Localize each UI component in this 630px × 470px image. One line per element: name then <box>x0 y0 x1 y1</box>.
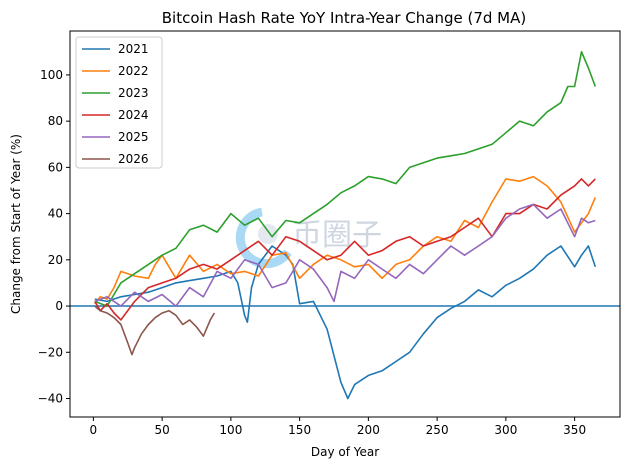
y-tick-label: 40 <box>48 207 63 221</box>
legend-label-2026: 2026 <box>118 152 149 166</box>
x-tick-label: 100 <box>219 423 242 437</box>
series-line-2026 <box>94 305 216 356</box>
x-tick-label: 250 <box>426 423 449 437</box>
series-line-2024 <box>94 178 596 321</box>
legend: 2021 2022 2023 2024 2025 2026 <box>75 36 163 169</box>
legend-box <box>75 36 163 169</box>
x-tick-label: 350 <box>563 423 586 437</box>
y-tick-label: −40 <box>38 392 63 406</box>
series-line-2025 <box>94 203 596 307</box>
series-line-2023 <box>94 51 597 307</box>
x-tick-label: 50 <box>154 423 169 437</box>
series-line-2022 <box>94 175 597 305</box>
y-tick-label: 60 <box>48 160 63 174</box>
x-tick-label: 200 <box>357 423 380 437</box>
watermark-text: 币圈子 <box>292 218 382 253</box>
y-tick-label: −20 <box>38 345 63 359</box>
x-tick-label: 300 <box>494 423 517 437</box>
series-line-2021 <box>94 245 597 400</box>
y-axis-label: Change from Start of Year (%) <box>9 134 23 314</box>
legend-label-2021: 2021 <box>118 42 149 56</box>
x-axis-label: Day of Year <box>311 445 379 459</box>
y-axis-ticks: −40 −20 0 20 40 60 80 100 <box>38 68 70 406</box>
watermark-logo-icon <box>235 207 292 269</box>
legend-label-2022: 2022 <box>118 64 149 78</box>
legend-label-2025: 2025 <box>118 130 149 144</box>
x-tick-label: 150 <box>288 423 311 437</box>
legend-label-2024: 2024 <box>118 108 149 122</box>
x-tick-label: 0 <box>90 423 98 437</box>
legend-label-2023: 2023 <box>118 86 149 100</box>
x-axis-ticks: 0 50 100 150 200 250 300 350 <box>90 417 586 437</box>
y-tick-label: 100 <box>40 68 63 82</box>
plot-frame <box>69 30 621 418</box>
series-layer <box>94 51 597 400</box>
y-tick-label: 0 <box>55 299 63 313</box>
chart-title: Bitcoin Hash Rate YoY Intra-Year Change … <box>162 9 526 27</box>
y-tick-label: 80 <box>48 114 63 128</box>
y-tick-label: 20 <box>48 253 63 267</box>
